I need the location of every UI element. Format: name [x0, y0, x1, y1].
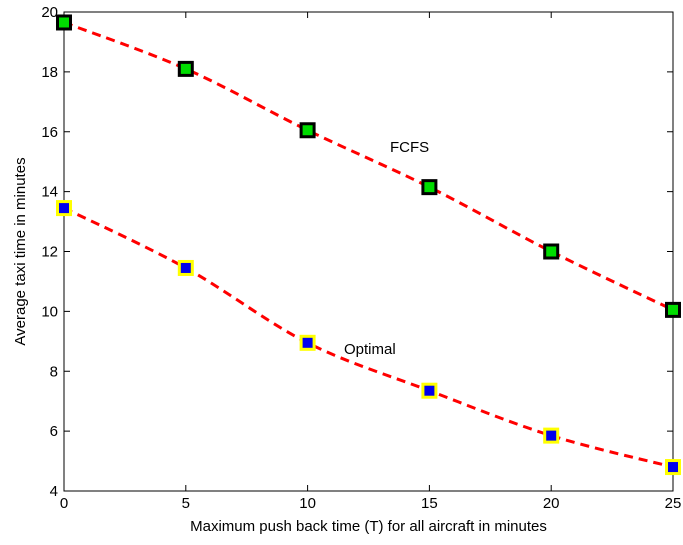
series-annotation-fcfs: FCFS — [390, 139, 429, 156]
x-tick-label: 0 — [60, 495, 68, 512]
y-tick-label: 20 — [41, 4, 58, 21]
data-point-fcfs — [299, 122, 316, 139]
y-tick-label: 8 — [50, 363, 58, 380]
data-point-optimal — [56, 200, 72, 217]
y-tick-label: 6 — [50, 423, 58, 440]
series-annotation-optimal: Optimal — [344, 341, 396, 358]
x-tick-label: 20 — [543, 495, 560, 512]
data-point-optimal — [543, 427, 560, 444]
x-tick-label: 10 — [299, 495, 316, 512]
data-point-optimal — [421, 382, 438, 399]
y-tick-label: 16 — [41, 124, 58, 141]
x-tick-label: 25 — [665, 495, 682, 512]
data-point-fcfs — [665, 301, 681, 318]
y-tick-label: 14 — [41, 184, 58, 201]
series-line-fcfs — [63, 21, 674, 312]
axes-box — [63, 11, 674, 492]
y-tick-label: 10 — [41, 303, 58, 320]
data-point-optimal — [665, 459, 681, 476]
data-point-fcfs — [56, 14, 72, 31]
data-point-fcfs — [543, 243, 560, 260]
x-tick-label: 15 — [421, 495, 438, 512]
series-line-optimal — [63, 206, 674, 469]
x-tick-label: 5 — [182, 495, 190, 512]
plot-area: 0 5 10 15 20 25 4 6 8 10 12 14 16 18 20 Maximum push ba… — [12, 4, 681, 535]
y-tick-label: 18 — [41, 64, 58, 81]
data-point-optimal — [299, 334, 316, 351]
data-point-fcfs — [177, 60, 194, 77]
y-tick-label: 12 — [41, 244, 58, 261]
data-point-optimal — [177, 259, 194, 276]
y-tick-label: 4 — [50, 483, 58, 500]
x-axis-label: Maximum push back time (T) for all aircr… — [190, 518, 547, 535]
y-axis-label: Average taxi time in minutes — [12, 157, 29, 345]
data-point-fcfs — [421, 179, 438, 196]
